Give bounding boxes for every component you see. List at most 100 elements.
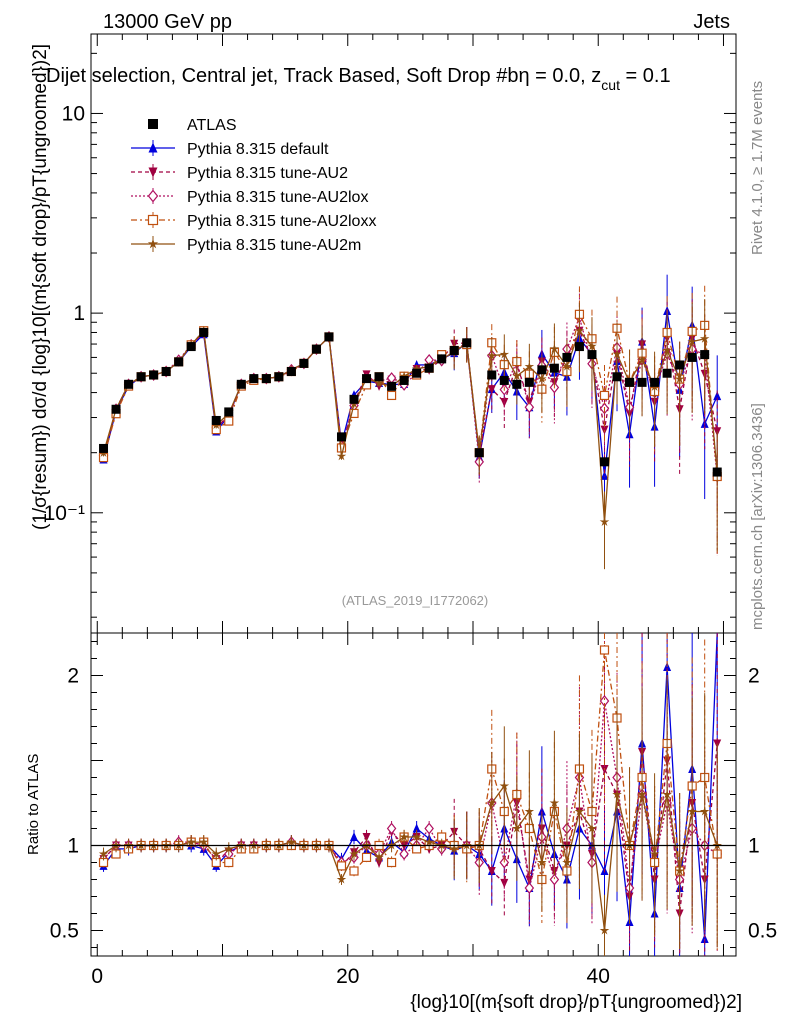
ratio-data-point — [674, 866, 685, 875]
ratio-ytick-label-right: 2 — [748, 665, 760, 688]
ratio-data-point — [224, 843, 234, 853]
ratio-data-point — [349, 849, 359, 858]
atlas-point — [662, 368, 672, 378]
header-process: Jets — [693, 11, 730, 33]
atlas-point — [374, 372, 384, 382]
ratio-data-point — [649, 849, 660, 858]
ratio-data-point — [424, 822, 434, 835]
ratio-data-point — [574, 806, 585, 816]
ratio-data-point — [399, 832, 409, 841]
header-collision: 13000 GeV pp — [103, 11, 232, 33]
data-point — [662, 345, 672, 355]
legend-label: Pythia 8.315 tune-AU2loxx — [187, 213, 376, 230]
atlas-point — [111, 404, 121, 414]
ratio-data-point — [374, 852, 384, 862]
atlas-point — [174, 357, 184, 367]
atlas-point — [299, 358, 309, 368]
atlas-point — [574, 342, 584, 352]
atlas-point — [399, 375, 409, 385]
ratio-data-point — [411, 832, 422, 841]
atlas-point — [149, 370, 159, 380]
ratio-data-point — [700, 934, 709, 943]
atlas-point — [362, 374, 372, 384]
ratio-data-point — [186, 837, 196, 847]
series-line — [102, 315, 718, 477]
ratio-data-point — [224, 857, 234, 868]
legend-label: Pythia 8.315 tune-AU2 — [187, 165, 348, 182]
atlas-point — [587, 350, 597, 360]
data-point — [549, 343, 560, 353]
atlas-point — [487, 370, 497, 380]
legend-atlas-marker — [148, 119, 158, 129]
atlas-point — [625, 377, 635, 387]
atlas-point — [449, 345, 459, 355]
atlas-point — [324, 332, 334, 342]
ratio-plot — [98, 632, 722, 956]
atlas-point — [512, 379, 522, 389]
zcut-value: = 0.1 — [620, 65, 671, 87]
ratio-ytick-label: 0.5 — [50, 920, 79, 943]
ratio-series-line — [103, 700, 718, 889]
ratio-data-point — [449, 843, 459, 853]
legend-label: Pythia 8.315 tune-AU2lox — [187, 189, 368, 206]
ratio-data-point — [350, 832, 359, 841]
atlas-point — [437, 354, 447, 364]
data-point — [600, 470, 609, 480]
atlas-point — [261, 374, 271, 384]
legend: ATLAS Pythia 8.315 default Pythia 8.315 tu… — [131, 117, 376, 254]
data-point — [399, 371, 409, 381]
atlas-point — [462, 338, 472, 348]
ratio-data-point — [386, 822, 397, 835]
series-atlas — [99, 327, 722, 477]
data-point — [499, 349, 510, 359]
atlas-point — [424, 363, 434, 373]
atlas-point — [599, 457, 609, 467]
atlas-point — [687, 352, 697, 362]
data-point — [674, 374, 685, 384]
ratio-data-point — [637, 789, 647, 799]
series-line — [102, 329, 718, 456]
xtick-label: 0 — [91, 965, 103, 988]
ratio-data-point — [399, 848, 409, 860]
ratio-data-point — [512, 823, 522, 833]
atlas-point — [474, 448, 484, 458]
atlas-point — [274, 372, 284, 382]
atlas-point — [211, 415, 221, 425]
analysis-watermark: (ATLAS_2019_I1772062) — [342, 593, 488, 608]
ratio-data-point — [549, 798, 560, 807]
atlas-point — [349, 394, 359, 404]
xlabel: {log}10[(m{soft drop}/pT{ungroomed})2] — [410, 992, 742, 1013]
legend-marker — [148, 142, 158, 153]
ratio-data-point — [599, 645, 610, 655]
selection-text: Dijet selection, Central jet, Track Base… — [46, 65, 518, 87]
atlas-point — [186, 342, 196, 352]
data-point — [612, 349, 622, 359]
legend-atlas-label: ATLAS — [187, 117, 237, 134]
ratio-data-point — [362, 833, 371, 842]
legend-marker — [147, 238, 159, 249]
ratio-data-point — [612, 789, 622, 799]
ratio-data-point — [587, 823, 597, 833]
atlas-point — [650, 377, 660, 387]
atlas-point — [99, 443, 109, 453]
ratio-data-point — [487, 867, 496, 876]
legend-label: Pythia 8.315 tune-AU2m — [187, 237, 361, 254]
ratio-ytick-label: 2 — [67, 665, 79, 688]
atlas-point — [499, 375, 509, 385]
ratio-ylabel: Ratio to ATLAS — [25, 754, 42, 855]
ratio-series-line — [103, 743, 718, 914]
main-plot — [98, 274, 722, 570]
series-default — [99, 274, 722, 524]
atlas-point — [712, 467, 722, 477]
ratio-data-point — [336, 874, 347, 884]
atlas-point — [612, 372, 622, 382]
atlas-point — [286, 367, 296, 377]
ratio-ytick-label: 1 — [67, 835, 79, 858]
ratio-data-point — [524, 806, 535, 816]
legend-label: Pythia 8.315 default — [187, 141, 329, 158]
data-point — [687, 336, 697, 346]
xtick-label: 40 — [587, 965, 610, 988]
xtick-label: 20 — [336, 965, 359, 988]
atlas-point — [637, 377, 647, 387]
